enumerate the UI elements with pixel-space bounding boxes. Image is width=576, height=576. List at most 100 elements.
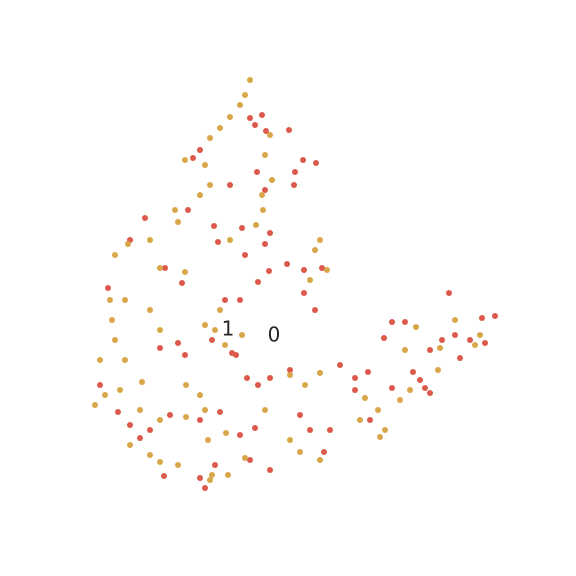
point <box>97 382 103 388</box>
point <box>227 114 233 120</box>
point <box>312 307 318 313</box>
point <box>252 425 258 431</box>
point <box>112 252 118 258</box>
point <box>222 297 228 303</box>
point <box>237 102 243 108</box>
point <box>292 169 298 175</box>
point <box>263 128 269 134</box>
point <box>267 467 273 473</box>
cluster-label: 1 <box>222 317 235 341</box>
point <box>139 379 145 385</box>
point <box>127 442 133 448</box>
point <box>259 192 265 198</box>
point <box>262 152 268 158</box>
point <box>109 317 115 323</box>
point <box>301 267 307 273</box>
point <box>291 182 297 188</box>
point <box>262 407 268 413</box>
point <box>413 324 419 330</box>
point <box>183 382 189 388</box>
point <box>477 332 483 338</box>
point <box>252 122 258 128</box>
point <box>381 335 387 341</box>
point <box>482 340 488 346</box>
point <box>317 457 323 463</box>
point <box>205 437 211 443</box>
point <box>269 177 275 183</box>
point <box>492 313 498 319</box>
point <box>437 345 443 351</box>
point <box>317 237 323 243</box>
point <box>212 327 218 333</box>
point <box>207 477 213 483</box>
point <box>209 472 215 478</box>
point <box>127 422 133 428</box>
point <box>457 355 463 361</box>
point <box>427 390 433 396</box>
point <box>244 375 250 381</box>
point <box>185 207 191 213</box>
point <box>217 125 223 131</box>
point <box>175 462 181 468</box>
point <box>402 319 408 325</box>
point <box>227 182 233 188</box>
point <box>182 157 188 163</box>
point <box>179 280 185 286</box>
point <box>237 432 243 438</box>
point <box>202 485 208 491</box>
point <box>190 155 196 161</box>
point <box>157 417 163 423</box>
point <box>167 412 173 418</box>
point <box>107 297 113 303</box>
point <box>446 290 452 296</box>
point <box>266 268 272 274</box>
point <box>225 472 231 478</box>
point <box>300 157 306 163</box>
point <box>175 219 181 225</box>
point <box>217 409 223 415</box>
point <box>161 473 167 479</box>
cluster-label: 0 <box>268 323 281 347</box>
point <box>197 192 203 198</box>
point <box>242 455 248 461</box>
point <box>197 417 203 423</box>
point <box>407 387 413 393</box>
point <box>365 369 371 375</box>
point <box>215 239 221 245</box>
point <box>197 147 203 153</box>
point <box>239 225 245 231</box>
point <box>422 385 428 391</box>
point <box>259 112 265 118</box>
point <box>255 279 261 285</box>
point <box>147 452 153 458</box>
point <box>162 265 168 271</box>
point <box>183 414 189 420</box>
point <box>117 387 123 393</box>
point <box>253 222 259 228</box>
point <box>227 237 233 243</box>
point <box>222 342 228 348</box>
point <box>319 265 325 271</box>
point <box>452 332 458 338</box>
point <box>247 457 253 463</box>
point <box>297 449 303 455</box>
point <box>202 162 208 168</box>
point <box>286 127 292 133</box>
point <box>327 427 333 433</box>
point <box>242 252 248 258</box>
point <box>207 182 213 188</box>
point <box>287 367 293 373</box>
point <box>262 187 268 193</box>
point <box>92 402 98 408</box>
point <box>157 345 163 351</box>
point <box>147 237 153 243</box>
point <box>212 462 218 468</box>
point <box>307 277 313 283</box>
point <box>97 357 103 363</box>
point <box>229 350 235 356</box>
point <box>397 397 403 403</box>
point <box>367 417 373 423</box>
point <box>202 322 208 328</box>
point <box>209 337 215 343</box>
